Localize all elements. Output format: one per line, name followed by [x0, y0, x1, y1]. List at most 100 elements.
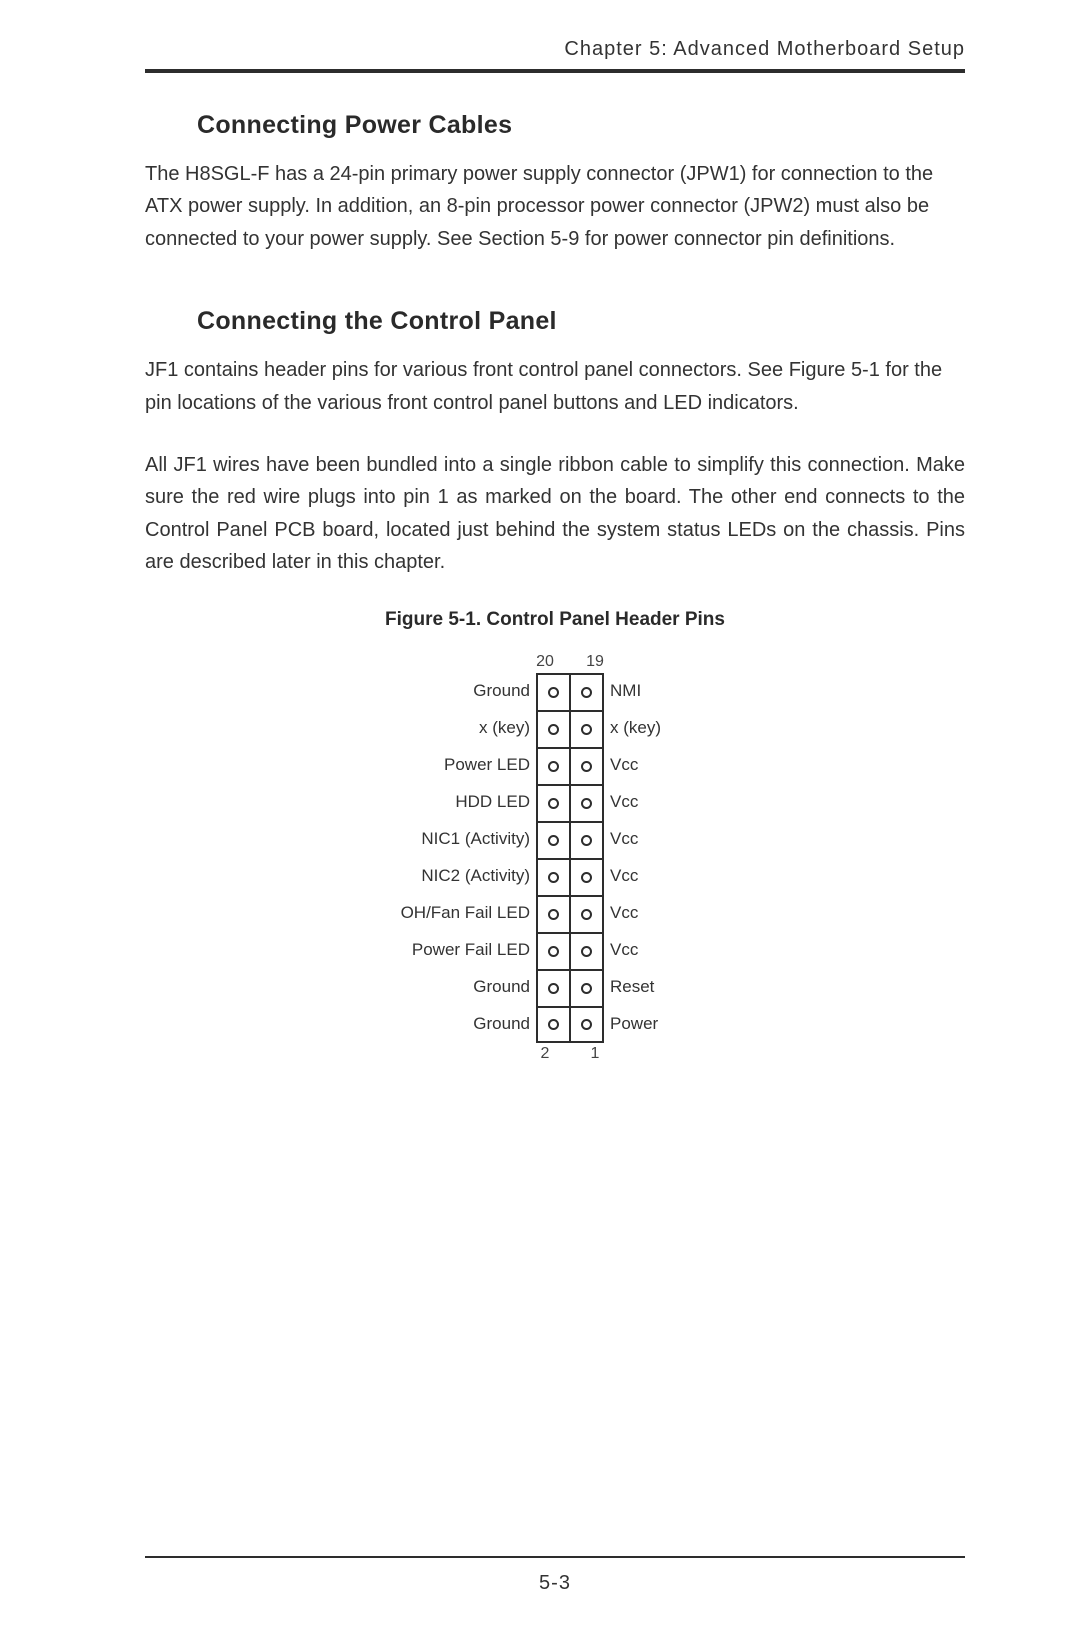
section-body-control-panel-2: All JF1 wires have been bundled into a s…	[145, 449, 965, 579]
pin-dot	[548, 946, 559, 957]
pin-row: Power LED Vcc	[386, 747, 724, 784]
pin-top-numbers: 20 19	[530, 653, 610, 671]
pin-label-right: Vcc	[604, 829, 724, 849]
pin-cell-left	[536, 821, 570, 858]
pin-label-right: Vcc	[604, 755, 724, 775]
pin-dot	[581, 946, 592, 957]
chapter-header: Chapter 5: Advanced Motherboard Setup	[145, 38, 965, 69]
pin-row: HDD LED Vcc	[386, 784, 724, 821]
pin-cell-right	[570, 895, 604, 932]
pin-label-left: Power Fail LED	[386, 940, 536, 960]
pin-number-bottom-right: 1	[580, 1045, 610, 1063]
pin-bottom-numbers: 2 1	[530, 1045, 610, 1063]
pin-cell-left	[536, 895, 570, 932]
pin-dot	[548, 687, 559, 698]
pin-cell-right	[570, 1006, 604, 1043]
pin-dot	[548, 983, 559, 994]
pin-dot	[581, 1019, 592, 1030]
pin-dot	[548, 724, 559, 735]
pin-cell-right	[570, 747, 604, 784]
pin-row: Ground NMI	[386, 673, 724, 710]
pin-label-right: Vcc	[604, 792, 724, 812]
pin-cells	[536, 784, 604, 821]
pin-cell-left	[536, 673, 570, 710]
pin-cell-right	[570, 673, 604, 710]
pin-diagram: 20 19 Ground NMI x (key) x (key) Power LED Vc…	[145, 653, 965, 1065]
pin-dot	[548, 872, 559, 883]
page-number: 5-3	[145, 1572, 965, 1595]
pin-label-left: Ground	[386, 681, 536, 701]
pin-cells	[536, 673, 604, 710]
pin-label-left: Power LED	[386, 755, 536, 775]
pin-row: OH/Fan Fail LED Vcc	[386, 895, 724, 932]
pin-cells	[536, 821, 604, 858]
pin-dot	[581, 872, 592, 883]
pin-label-right: Reset	[604, 977, 724, 997]
pin-number-top-right: 19	[580, 653, 610, 671]
pin-dot	[581, 835, 592, 846]
pin-cell-left	[536, 710, 570, 747]
pin-cell-left	[536, 1006, 570, 1043]
pin-label-left: x (key)	[386, 718, 536, 738]
pin-dot	[548, 909, 559, 920]
pin-label-left: HDD LED	[386, 792, 536, 812]
pin-label-right: Vcc	[604, 903, 724, 923]
pin-cell-left	[536, 747, 570, 784]
pin-dot	[548, 798, 559, 809]
pin-cells	[536, 969, 604, 1006]
pin-number-bottom-left: 2	[530, 1045, 560, 1063]
pin-dot	[581, 798, 592, 809]
pin-cells	[536, 858, 604, 895]
section-body-control-panel-1: JF1 contains header pins for various fro…	[145, 354, 965, 419]
pin-row: Ground Power	[386, 1006, 724, 1043]
section-body-power: The H8SGL-F has a 24-pin primary power s…	[145, 158, 965, 255]
pin-number-top-left: 20	[530, 653, 560, 671]
pin-dot	[581, 724, 592, 735]
pin-cell-right	[570, 932, 604, 969]
pin-cell-left	[536, 932, 570, 969]
pin-label-right: Vcc	[604, 940, 724, 960]
section-title-power: Connecting Power Cables	[197, 111, 965, 140]
pin-label-left: Ground	[386, 1014, 536, 1034]
pin-cell-right	[570, 858, 604, 895]
section-title-control-panel: Connecting the Control Panel	[197, 307, 965, 336]
pin-dot	[581, 761, 592, 772]
page: Chapter 5: Advanced Motherboard Setup Co…	[0, 0, 1080, 1065]
footer-rule	[145, 1556, 965, 1558]
pin-cells	[536, 932, 604, 969]
pin-cell-right	[570, 969, 604, 1006]
pin-cells	[536, 1006, 604, 1043]
pin-cells	[536, 710, 604, 747]
pin-dot	[548, 1019, 559, 1030]
pin-label-right: Vcc	[604, 866, 724, 886]
pin-dot	[548, 761, 559, 772]
pin-rows-container: GroundNMIx (key)x (key)Power LEDVccHDD L…	[386, 673, 724, 1043]
pin-label-left: OH/Fan Fail LED	[386, 903, 536, 923]
pin-label-left: Ground	[386, 977, 536, 997]
pin-row: x (key) x (key)	[386, 710, 724, 747]
header-rule	[145, 69, 965, 73]
pin-row: Ground Reset	[386, 969, 724, 1006]
pin-cells	[536, 895, 604, 932]
pin-row: Power Fail LED Vcc	[386, 932, 724, 969]
pin-cell-right	[570, 821, 604, 858]
pin-label-right: x (key)	[604, 718, 724, 738]
page-footer: 5-3	[145, 1556, 965, 1595]
pin-cell-left	[536, 858, 570, 895]
figure-caption: Figure 5-1. Control Panel Header Pins	[145, 609, 965, 631]
pin-label-right: NMI	[604, 681, 724, 701]
pin-label-left: NIC1 (Activity)	[386, 829, 536, 849]
pin-dot	[581, 983, 592, 994]
pin-label-right: Power	[604, 1014, 724, 1034]
pin-dot	[581, 909, 592, 920]
pin-cell-left	[536, 784, 570, 821]
pin-label-left: NIC2 (Activity)	[386, 866, 536, 886]
pin-dot	[581, 687, 592, 698]
pin-dot	[548, 835, 559, 846]
pin-cell-left	[536, 969, 570, 1006]
pin-cells	[536, 747, 604, 784]
pin-cell-right	[570, 710, 604, 747]
pin-cell-right	[570, 784, 604, 821]
pin-row: NIC2 (Activity) Vcc	[386, 858, 724, 895]
pin-row: NIC1 (Activity) Vcc	[386, 821, 724, 858]
